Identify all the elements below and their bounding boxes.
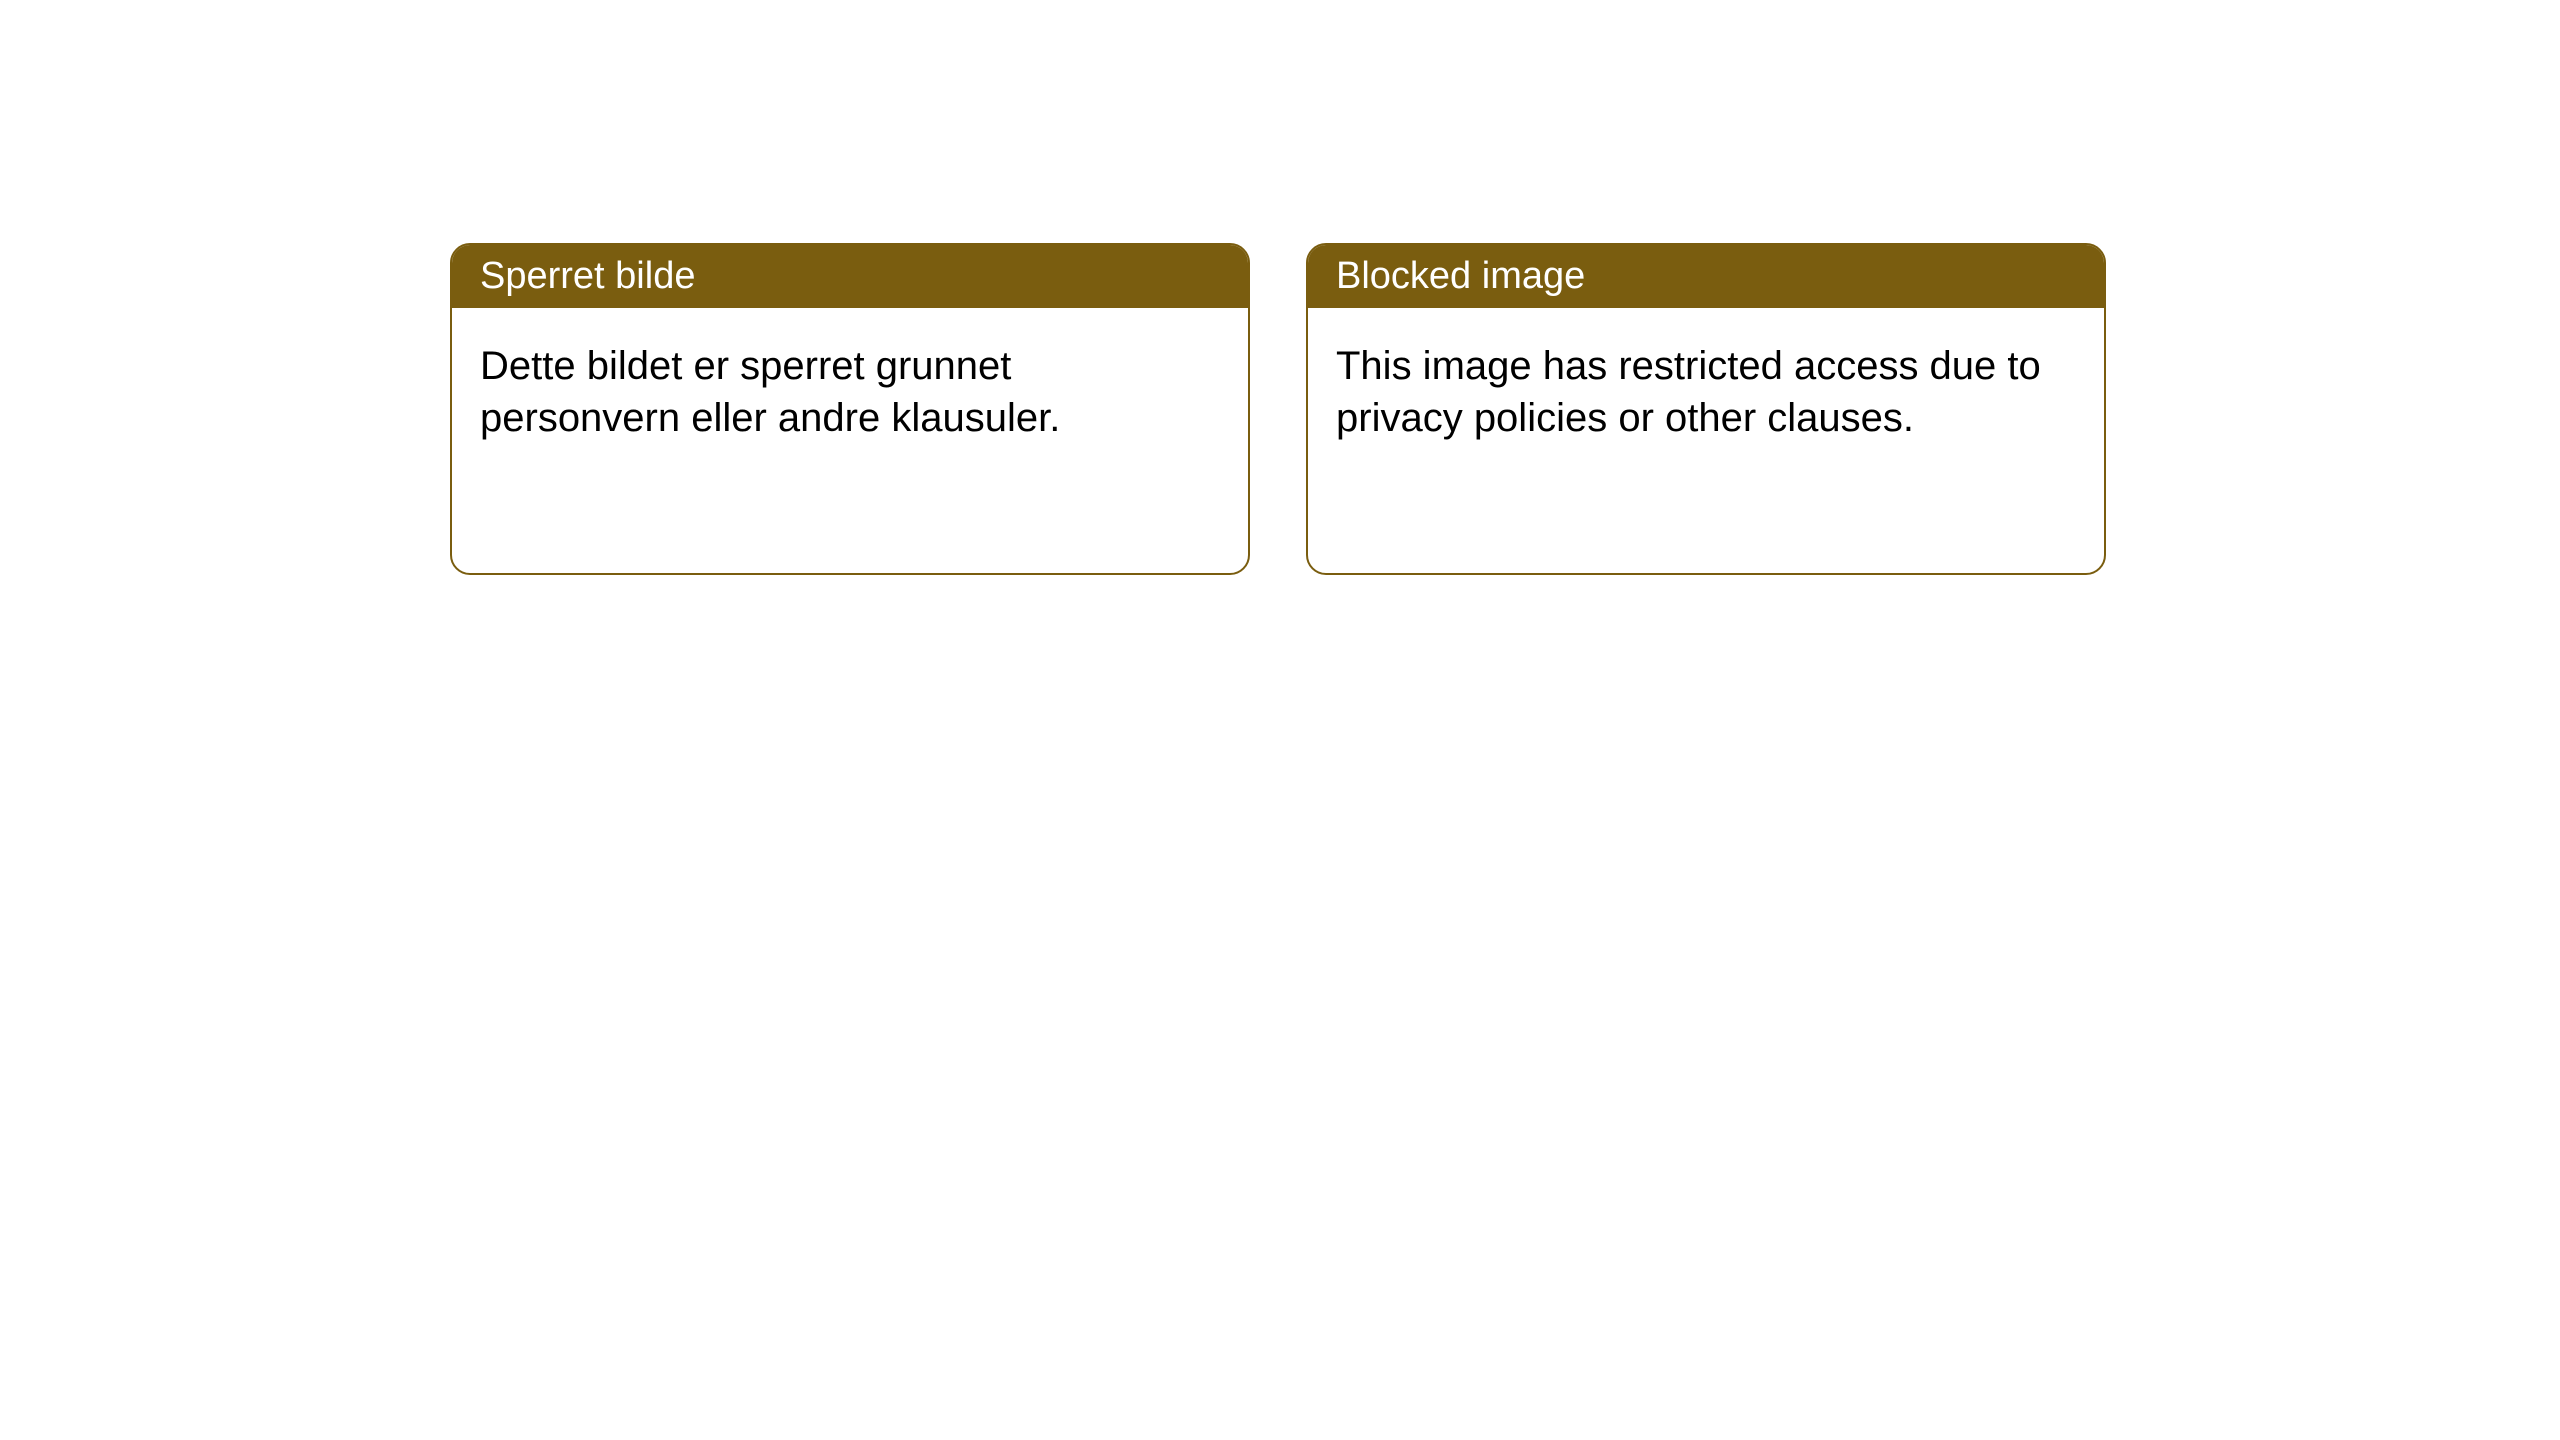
notice-box-norwegian: Sperret bilde Dette bildet er sperret gr…: [450, 243, 1250, 575]
notice-container: Sperret bilde Dette bildet er sperret gr…: [450, 243, 2106, 575]
notice-body-norwegian: Dette bildet er sperret grunnet personve…: [452, 308, 1248, 476]
notice-header-english: Blocked image: [1308, 245, 2104, 308]
notice-box-english: Blocked image This image has restricted …: [1306, 243, 2106, 575]
notice-header-norwegian: Sperret bilde: [452, 245, 1248, 308]
notice-body-english: This image has restricted access due to …: [1308, 308, 2104, 476]
